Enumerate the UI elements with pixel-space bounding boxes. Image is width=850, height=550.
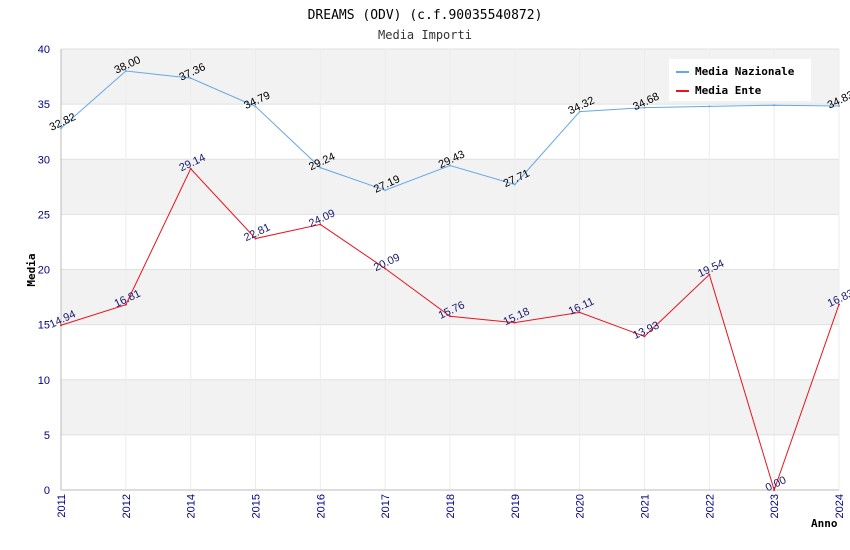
data-point-nazionale	[838, 104, 840, 107]
data-point-nazionale	[60, 127, 62, 130]
chart-subtitle: Media Importi	[378, 28, 472, 42]
x-axis-label: Anno	[811, 517, 838, 530]
data-point-ente	[60, 324, 62, 327]
x-tick-label: 2018	[445, 494, 457, 518]
y-tick-label: 0	[44, 485, 50, 497]
data-point-nazionale	[254, 105, 257, 108]
x-axis: 2011 2012 2014 2015 2016 2017 2018 2019 2020 2021…	[56, 494, 846, 518]
y-axis: 0 5 10 15 20 25 30 35 40	[38, 44, 50, 497]
x-tick-label: 2011	[56, 494, 68, 518]
data-point-nazionale	[708, 105, 711, 108]
legend-box	[669, 59, 811, 101]
legend-label-ente: Media Ente	[695, 84, 762, 97]
y-tick-label: 10	[38, 375, 50, 387]
data-point-nazionale	[384, 189, 387, 192]
x-tick-label: 2017	[380, 494, 392, 518]
data-point-ente	[773, 489, 776, 491]
data-point-ente	[254, 237, 257, 240]
x-tick-label: 2016	[315, 494, 327, 518]
data-point-nazionale	[124, 70, 127, 73]
legend-label-nazionale: Media Nazionale	[695, 65, 795, 78]
data-point-nazionale	[643, 106, 646, 109]
y-tick-label: 5	[44, 430, 50, 442]
x-tick-label: 2015	[251, 494, 263, 518]
legend: Media Nazionale Media Ente	[669, 59, 811, 101]
x-tick-label: 2023	[769, 494, 781, 518]
plot-background	[60, 48, 840, 491]
x-tick-label: 2021	[640, 494, 652, 518]
y-tick-label: 15	[38, 320, 50, 332]
data-point-nazionale	[319, 166, 322, 169]
data-point-ente	[449, 315, 451, 318]
data-point-ente	[513, 321, 516, 324]
data-point-nazionale	[449, 164, 451, 167]
data-point-ente	[124, 303, 127, 306]
chart-title: DREAMS (ODV) (c.f.90035540872)	[308, 8, 543, 23]
data-point-ente	[319, 223, 322, 226]
data-point-ente	[384, 267, 387, 270]
data-point-ente	[838, 303, 840, 306]
x-tick-label: 2012	[121, 494, 133, 518]
data-point-ente	[189, 167, 192, 170]
x-tick-label: 2014	[186, 494, 198, 518]
y-tick-label: 30	[38, 154, 50, 166]
y-tick-label: 20	[38, 265, 50, 277]
x-tick-label: 2022	[704, 494, 716, 518]
x-tick-label: 2024	[834, 494, 846, 518]
series-layer	[60, 70, 840, 492]
data-point-nazionale	[189, 77, 192, 80]
data-point-ente	[643, 335, 646, 338]
x-tick-label: 2019	[510, 494, 522, 518]
y-tick-label: 25	[38, 209, 50, 221]
y-tick-label: 35	[38, 99, 50, 111]
x-tick-label: 2020	[575, 494, 587, 518]
data-point-nazionale	[578, 110, 581, 113]
y-tick-label: 40	[38, 44, 50, 56]
data-point-nazionale	[513, 183, 516, 186]
data-point-nazionale	[773, 104, 776, 107]
y-axis-label: Media	[25, 253, 38, 286]
data-point-ente	[578, 311, 581, 314]
data-point-ente	[708, 273, 711, 276]
